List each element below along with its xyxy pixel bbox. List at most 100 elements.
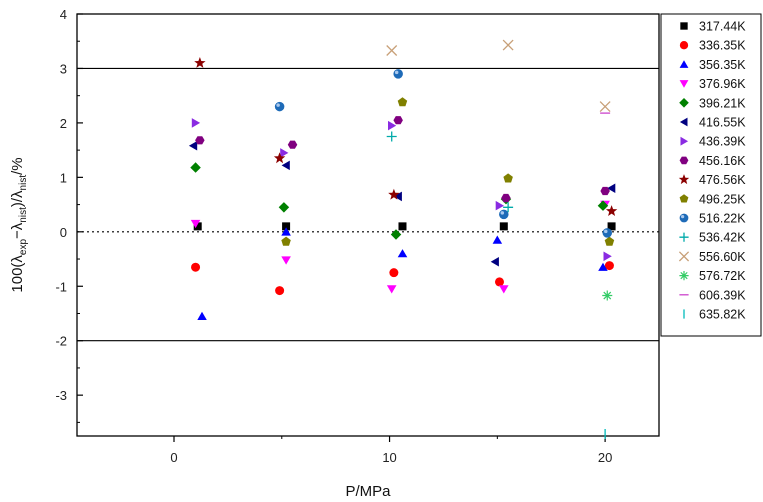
- series-436.39K: [191, 118, 612, 262]
- y-tick-label: -3: [55, 388, 67, 403]
- data-point: [605, 205, 618, 216]
- data-point: [597, 200, 609, 211]
- data-point: [599, 101, 611, 113]
- data-points: [188, 39, 618, 439]
- data-point: [191, 262, 201, 272]
- data-point: [499, 222, 508, 231]
- y-axis: -3 -2 -1 0 1 2 3 4: [55, 7, 83, 423]
- data-point-highlight: [276, 103, 280, 107]
- series-416.55K: [188, 141, 616, 267]
- data-point: [287, 140, 298, 149]
- data-point: [274, 101, 285, 112]
- legend-label: 576.72K: [699, 269, 746, 283]
- legend-marker: [679, 156, 689, 165]
- y-tick-label: 4: [60, 7, 67, 22]
- legend-label: 456.16K: [699, 154, 746, 168]
- data-point: [495, 200, 504, 211]
- data-point: [603, 251, 612, 262]
- y-tick-label: 1: [60, 170, 67, 185]
- legend: 317.44K 336.35K 356.35K 376.96K 396.21K 416.5…: [660, 13, 762, 337]
- data-point: [197, 311, 207, 320]
- legend-label: 336.35K: [699, 39, 746, 53]
- data-point: [282, 222, 291, 231]
- data-point: [388, 188, 400, 200]
- legend-label: 496.25K: [699, 192, 746, 206]
- y-tick-label: -1: [55, 279, 67, 294]
- legend-marker: [679, 194, 689, 203]
- x-tick-label: 20: [598, 450, 612, 465]
- data-point-highlight: [604, 229, 608, 234]
- data-point: [390, 229, 402, 240]
- data-point: [275, 286, 285, 296]
- data-point: [502, 39, 514, 51]
- series-356.35K: [197, 227, 608, 320]
- data-point-highlight: [394, 70, 399, 75]
- legend-marker: [679, 271, 689, 281]
- legend-label: 396.21K: [699, 96, 746, 110]
- data-point: [492, 235, 503, 244]
- y-tick-label: -2: [55, 334, 67, 349]
- legend-label: 317.44K: [699, 20, 746, 34]
- data-point: [389, 268, 399, 278]
- data-point: [598, 262, 608, 271]
- data-point: [607, 222, 616, 231]
- data-point: [281, 160, 290, 171]
- data-point: [397, 97, 408, 107]
- data-point: [386, 131, 397, 142]
- data-point: [503, 202, 514, 213]
- legend-marker: [678, 251, 690, 262]
- legend-marker-highlight: [681, 215, 685, 219]
- data-point: [490, 257, 499, 267]
- data-point: [607, 183, 616, 193]
- data-point: [188, 141, 198, 151]
- plot-frame: [76, 13, 660, 437]
- data-point: [278, 202, 290, 213]
- legend-label: 635.82K: [699, 308, 746, 322]
- data-point: [600, 186, 610, 196]
- data-point: [398, 222, 407, 231]
- data-point: [281, 227, 291, 236]
- data-point: [191, 118, 201, 128]
- data-point: [193, 222, 202, 231]
- data-point: [386, 285, 397, 294]
- legend-label: 376.96K: [699, 77, 746, 91]
- legend-marker: [679, 60, 689, 68]
- data-point: [194, 57, 206, 68]
- data-point: [388, 120, 397, 131]
- y-tick-label: 2: [60, 116, 67, 131]
- series-456.16K: [195, 116, 610, 203]
- data-point: [501, 193, 511, 203]
- data-point: [273, 152, 286, 164]
- legend-label: 436.39K: [699, 135, 746, 149]
- data-point: [393, 191, 402, 202]
- legend-marker: [679, 98, 689, 108]
- legend-label: 356.35K: [699, 58, 746, 72]
- data-point: [503, 173, 513, 183]
- legend-label: 416.55K: [699, 116, 746, 130]
- legend-box: [660, 13, 762, 337]
- data-point-highlight: [500, 211, 505, 215]
- series-576.72K: [602, 290, 613, 301]
- series-516.22K: [274, 69, 613, 238]
- legend-label: 556.60K: [699, 250, 746, 264]
- legend-marker: [678, 174, 690, 185]
- data-point: [393, 69, 403, 79]
- series-476.56K: [194, 57, 618, 216]
- legend-marker: [679, 41, 689, 50]
- y-tick-label: 0: [60, 225, 67, 240]
- reference-lines: [77, 67, 659, 342]
- data-point: [281, 236, 291, 246]
- y-axis-title: 100(λexp−λnist)/λnist/%: [9, 157, 29, 292]
- data-point: [602, 228, 613, 238]
- data-point: [602, 290, 613, 301]
- series-536.42K: [386, 131, 514, 213]
- legend-label: 516.22K: [699, 212, 746, 226]
- series-376.96K: [190, 200, 610, 294]
- data-point: [494, 277, 504, 287]
- y-tick-label: 3: [60, 61, 67, 76]
- data-point: [280, 148, 289, 158]
- data-point: [397, 249, 408, 258]
- series-336.35K: [191, 261, 614, 296]
- x-axis-title: P/MPa: [345, 483, 391, 500]
